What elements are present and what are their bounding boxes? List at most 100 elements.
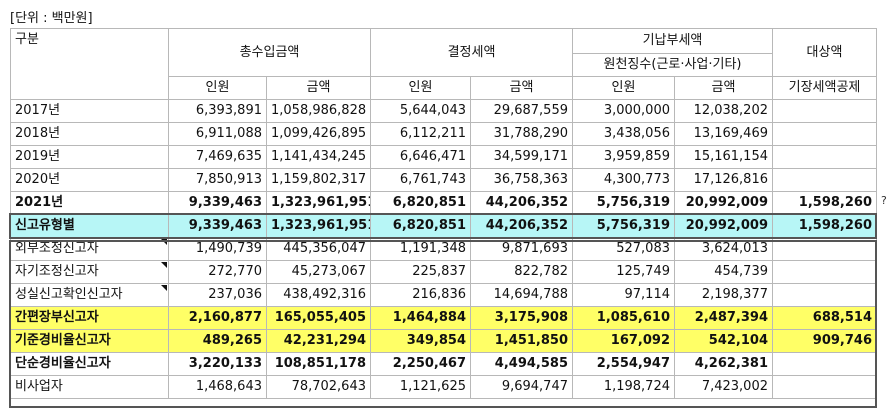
header-prepaid-tax: 기납부세액 bbox=[572, 28, 773, 54]
header-amount: 금액 bbox=[674, 76, 773, 100]
cell-value: 9,871,693 bbox=[470, 237, 573, 261]
cell-value: 489,265 bbox=[168, 329, 267, 353]
cell-value: 34,599,171 bbox=[470, 145, 573, 169]
comment-marker-icon bbox=[161, 239, 167, 245]
row-label: 기준경비율신고자 bbox=[10, 329, 169, 353]
header-persons: 인원 bbox=[168, 76, 267, 100]
row-label: 성실신고확인신고자 bbox=[10, 283, 169, 307]
cell-value bbox=[772, 168, 877, 192]
header-persons: 인원 bbox=[370, 76, 471, 100]
header-amount: 금액 bbox=[470, 76, 573, 100]
header-deduction: 기장세액공제 bbox=[772, 76, 877, 100]
cell-value bbox=[772, 283, 877, 307]
cell-value: 6,646,471 bbox=[370, 145, 471, 169]
cell-value: 1,121,625 bbox=[370, 375, 471, 399]
cell-value bbox=[772, 99, 877, 123]
cell-value: 5,756,319 bbox=[572, 191, 675, 215]
header-row-1: 구분 총수입금액 결정세액 기납부세액 대상액 bbox=[10, 28, 877, 100]
cell-value bbox=[772, 260, 877, 284]
cell-value: 216,836 bbox=[370, 283, 471, 307]
table-row: 2017년 6,393,891 1,058,986,828 5,644,043 29,6… bbox=[10, 99, 877, 123]
cell-value: 108,851,178 bbox=[266, 352, 371, 376]
row-label-text: 간편장부신고자 bbox=[15, 310, 99, 325]
row-label: 단순경비율신고자 bbox=[10, 352, 169, 376]
cell-value: 97,114 bbox=[572, 283, 675, 307]
cell-value: 349,854 bbox=[370, 329, 471, 353]
cell-value: 15,161,154 bbox=[674, 145, 773, 169]
cell-value: 1,598,260 bbox=[772, 214, 877, 238]
cell-value: 29,687,559 bbox=[470, 99, 573, 123]
row-label: 2021년 bbox=[10, 191, 169, 215]
table-row: 기준경비율신고자 489,265 42,231,294 349,854 1,451,85… bbox=[10, 329, 877, 353]
cell-value: 2,198,377 bbox=[674, 283, 773, 307]
cell-value: 7,469,635 bbox=[168, 145, 267, 169]
cell-value: 438,492,316 bbox=[266, 283, 371, 307]
cell-value: 4,262,381 bbox=[674, 352, 773, 376]
cell-value: 1,464,884 bbox=[370, 306, 471, 330]
cell-value: 6,820,851 bbox=[370, 191, 471, 215]
cell-value: 688,514 bbox=[772, 306, 877, 330]
cell-value: 14,694,788 bbox=[470, 283, 573, 307]
row-label: 2017년 bbox=[10, 99, 169, 123]
cell-value: 6,911,088 bbox=[168, 122, 267, 146]
cell-value: 272,770 bbox=[168, 260, 267, 284]
row-label-text: 단순경비율신고자 bbox=[15, 356, 111, 371]
cell-value: 822,782 bbox=[470, 260, 573, 284]
cell-value: 7,423,002 bbox=[674, 375, 773, 399]
cell-value bbox=[772, 237, 877, 261]
table-row: 2021년 9,339,463 1,323,961,951 6,820,851 44,2… bbox=[10, 191, 877, 215]
unit-label: [단위 : 백만원] bbox=[10, 11, 93, 26]
cell-value: 5,756,319 bbox=[572, 214, 675, 238]
cell-value: 454,739 bbox=[674, 260, 773, 284]
cell-value: 3,220,133 bbox=[168, 352, 267, 376]
cell-value: 1,490,739 bbox=[168, 237, 267, 261]
cell-value: 3,175,908 bbox=[470, 306, 573, 330]
table-row: 성실신고확인신고자 237,036 438,492,316 216,836 14,694… bbox=[10, 283, 877, 307]
cell-value: 44,206,352 bbox=[470, 214, 573, 238]
cell-value: 4,494,585 bbox=[470, 352, 573, 376]
cell-value: 3,438,056 bbox=[572, 122, 675, 146]
cell-value: 5,644,043 bbox=[370, 99, 471, 123]
cell-value: 6,820,851 bbox=[370, 214, 471, 238]
cell-value: 44,206,352 bbox=[470, 191, 573, 215]
table-row: 단순경비율신고자 3,220,133 108,851,178 2,250,467 4,4… bbox=[10, 352, 877, 376]
cell-value: 17,126,816 bbox=[674, 168, 773, 192]
header-amount: 금액 bbox=[266, 76, 371, 100]
row-label: 신고유형별 bbox=[10, 214, 169, 238]
row-label-text: 2020년 bbox=[15, 172, 61, 187]
cell-value: 1,468,643 bbox=[168, 375, 267, 399]
header-row-3: 인원 금액 인원 금액 인원 금액 기장세액공제 bbox=[11, 76, 877, 100]
cell-value: 6,112,211 bbox=[370, 122, 471, 146]
cell-value: 20,992,009 bbox=[674, 214, 773, 238]
header-persons: 인원 bbox=[572, 76, 675, 100]
cell-value: 6,393,891 bbox=[168, 99, 267, 123]
cell-value: 3,000,000 bbox=[572, 99, 675, 123]
cell-value bbox=[772, 352, 877, 376]
cell-value: 2,554,947 bbox=[572, 352, 675, 376]
cell-value: 13,169,469 bbox=[674, 122, 773, 146]
cell-value: 1,323,961,951 bbox=[266, 214, 371, 238]
cell-value bbox=[772, 122, 877, 146]
cell-value: 1,141,434,245 bbox=[266, 145, 371, 169]
cell-value: 9,339,463 bbox=[168, 214, 267, 238]
header-total-income: 총수입금액 bbox=[168, 28, 371, 77]
cell-value: 3,959,859 bbox=[572, 145, 675, 169]
row-label: 자기조정신고자 bbox=[10, 260, 169, 284]
cell-value: 31,788,290 bbox=[470, 122, 573, 146]
cell-value: 6,761,743 bbox=[370, 168, 471, 192]
income-tax-table: 구분 총수입금액 결정세액 기납부세액 대상액 원천징수(근로·사업·기타) 인… bbox=[10, 28, 877, 399]
cell-value: 1,198,724 bbox=[572, 375, 675, 399]
cell-value: 165,055,405 bbox=[266, 306, 371, 330]
cell-value: 1,323,961,951 bbox=[266, 191, 371, 215]
table-row: 2018년 6,911,088 1,099,426,895 6,112,211 31,7… bbox=[10, 122, 877, 146]
row-label: 간편장부신고자 bbox=[10, 306, 169, 330]
header-category: 구분 bbox=[10, 28, 169, 100]
cell-value bbox=[772, 145, 877, 169]
row-label: 2019년 bbox=[10, 145, 169, 169]
cell-value: 9,339,463 bbox=[168, 191, 267, 215]
cell-value: 527,083 bbox=[572, 237, 675, 261]
cell-value: 20,992,009 bbox=[674, 191, 773, 215]
cell-value: 4,300,773 bbox=[572, 168, 675, 192]
comment-marker-icon bbox=[161, 262, 167, 268]
cell-value: 909,746 bbox=[772, 329, 877, 353]
